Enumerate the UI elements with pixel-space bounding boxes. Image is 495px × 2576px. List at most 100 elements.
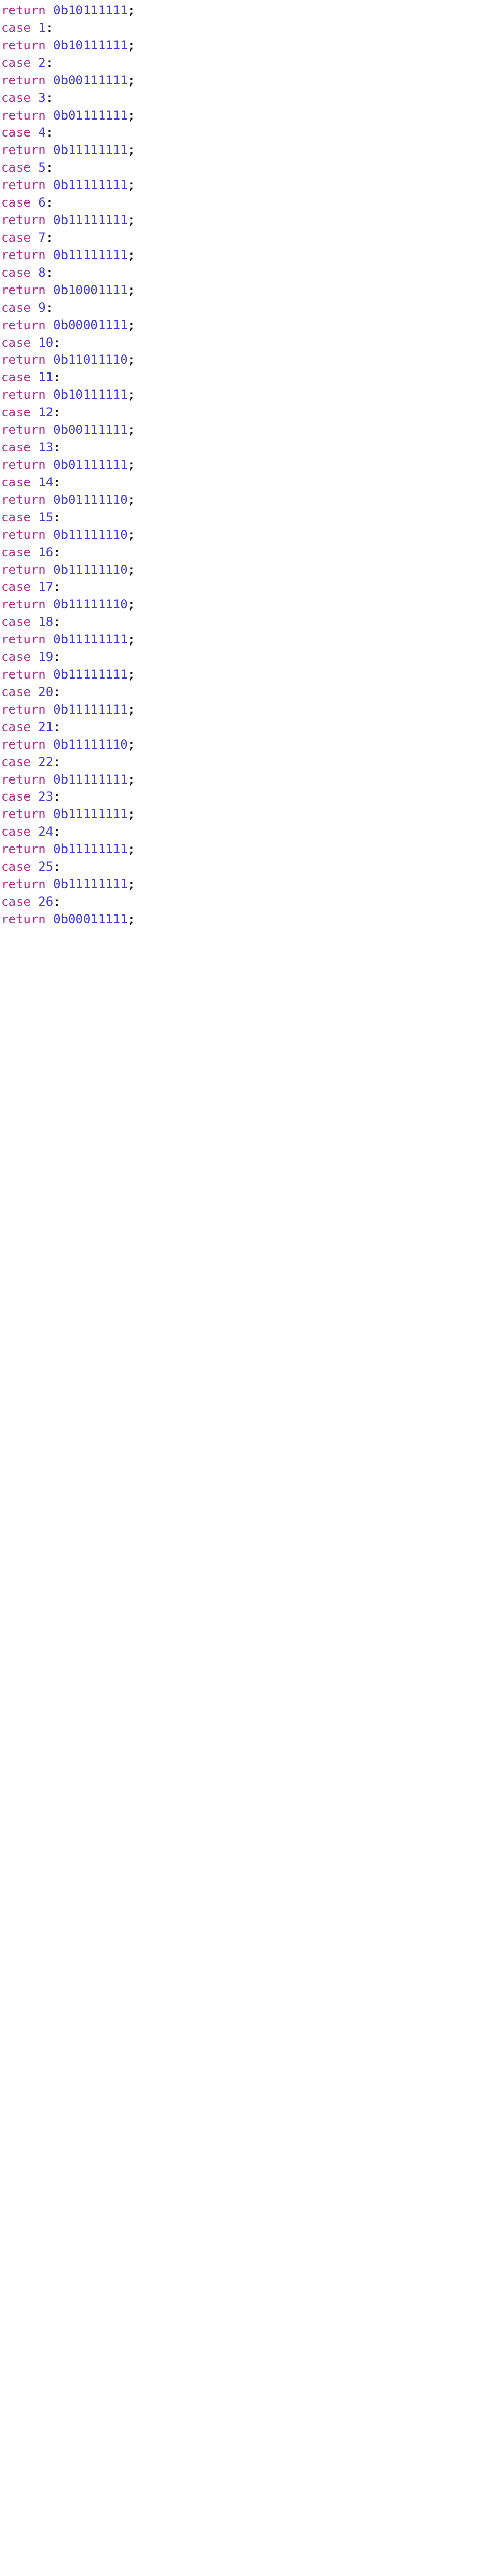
case-number: 5 <box>38 160 45 175</box>
code-line: return 0b11111110; <box>1 737 135 752</box>
keyword-case: case <box>1 125 31 140</box>
case-number: 7 <box>38 230 45 245</box>
code-line: case 22: <box>1 755 61 769</box>
keyword-return: return <box>1 772 46 787</box>
code-line: return 0b00001111; <box>1 318 135 332</box>
case-number: 24 <box>38 824 53 839</box>
case-number: 18 <box>38 615 53 629</box>
code-line: case 18: <box>1 615 61 629</box>
binary-literal: 0b11111111 <box>53 877 128 891</box>
binary-literal: 0b01111110 <box>53 493 128 507</box>
keyword-return: return <box>1 3 46 18</box>
keyword-case: case <box>1 615 31 629</box>
code-line: case 9: <box>1 300 53 315</box>
code-line: return 0b01111111; <box>1 457 135 472</box>
case-number: 26 <box>38 894 53 909</box>
code-line: case 1: <box>1 21 53 35</box>
colon: : <box>46 230 53 245</box>
keyword-return: return <box>1 283 46 297</box>
code-line: case 14: <box>1 475 61 489</box>
case-number: 17 <box>38 580 53 594</box>
code-line: case 7: <box>1 230 53 245</box>
code-line: return 0b10001111; <box>1 283 135 297</box>
code-line: case 10: <box>1 335 61 350</box>
case-number: 13 <box>38 440 53 454</box>
code-line: case 12: <box>1 405 61 419</box>
colon: : <box>46 21 53 35</box>
keyword-return: return <box>1 877 46 891</box>
code-line: case 5: <box>1 160 53 175</box>
case-number: 23 <box>38 789 53 804</box>
code-line: return 0b10111111; <box>1 38 135 53</box>
keyword-case: case <box>1 824 31 839</box>
keyword-return: return <box>1 563 46 577</box>
code-line: case 11: <box>1 370 61 384</box>
code-line: return 0b11111111; <box>1 213 135 227</box>
keyword-case: case <box>1 91 31 105</box>
semicolon: ; <box>128 842 135 856</box>
colon: : <box>53 440 60 454</box>
keyword-case: case <box>1 160 31 175</box>
semicolon: ; <box>128 563 135 577</box>
binary-literal: 0b11111111 <box>53 842 128 856</box>
keyword-return: return <box>1 667 46 682</box>
colon: : <box>46 56 53 70</box>
colon: : <box>53 685 60 699</box>
keyword-return: return <box>1 352 46 367</box>
semicolon: ; <box>128 248 135 262</box>
code-line: return 0b11111110; <box>1 563 135 577</box>
keyword-case: case <box>1 755 31 769</box>
keyword-case: case <box>1 650 31 664</box>
semicolon: ; <box>128 283 135 297</box>
colon: : <box>53 545 60 560</box>
code-line: case 6: <box>1 195 53 210</box>
keyword-case: case <box>1 580 31 594</box>
code-line: return 0b10111111; <box>1 3 135 18</box>
semicolon: ; <box>128 737 135 752</box>
code-line: return 0b11111111; <box>1 702 135 717</box>
keyword-case: case <box>1 195 31 210</box>
semicolon: ; <box>128 667 135 682</box>
case-number: 20 <box>38 685 53 699</box>
keyword-return: return <box>1 178 46 192</box>
semicolon: ; <box>128 387 135 402</box>
code-line: case 8: <box>1 265 53 280</box>
keyword-case: case <box>1 510 31 524</box>
colon: : <box>53 789 60 804</box>
code-line: return 0b11111111; <box>1 248 135 262</box>
semicolon: ; <box>128 528 135 542</box>
keyword-case: case <box>1 859 31 874</box>
semicolon: ; <box>128 108 135 123</box>
code-line: case 19: <box>1 650 61 664</box>
binary-literal: 0b11111110 <box>53 528 128 542</box>
colon: : <box>53 859 60 874</box>
case-number: 25 <box>38 859 53 874</box>
keyword-case: case <box>1 685 31 699</box>
code-block: return 0b10111111; case 1: return 0b1011… <box>0 0 495 930</box>
binary-literal: 0b11111110 <box>53 563 128 577</box>
code-line: case 16: <box>1 545 61 560</box>
case-number: 9 <box>38 300 45 315</box>
code-line: case 25: <box>1 859 61 874</box>
case-number: 4 <box>38 125 45 140</box>
keyword-case: case <box>1 545 31 560</box>
semicolon: ; <box>128 807 135 821</box>
binary-literal: 0b00001111 <box>53 318 128 332</box>
keyword-return: return <box>1 737 46 752</box>
keyword-return: return <box>1 912 46 926</box>
code-line: case 3: <box>1 91 53 105</box>
case-number: 2 <box>38 56 45 70</box>
semicolon: ; <box>128 73 135 88</box>
code-line: return 0b01111111; <box>1 108 135 123</box>
code-line: case 24: <box>1 824 61 839</box>
binary-literal: 0b11111111 <box>53 702 128 717</box>
binary-literal: 0b11111111 <box>53 667 128 682</box>
semicolon: ; <box>128 912 135 926</box>
case-number: 10 <box>38 335 53 350</box>
keyword-case: case <box>1 720 31 734</box>
colon: : <box>53 475 60 489</box>
case-number: 22 <box>38 755 53 769</box>
code-line: return 0b01111110; <box>1 493 135 507</box>
code-line: case 23: <box>1 789 61 804</box>
keyword-return: return <box>1 73 46 88</box>
